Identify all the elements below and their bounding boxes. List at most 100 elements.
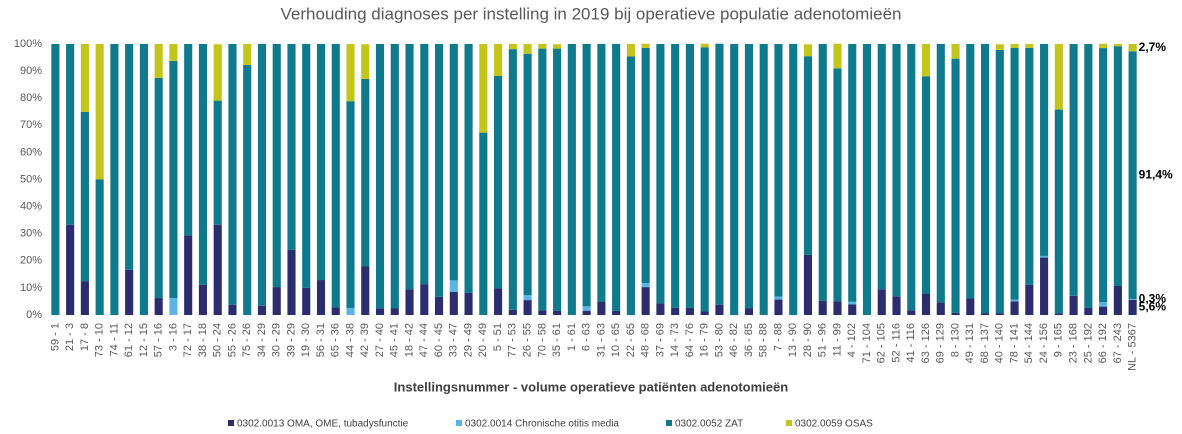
x-tick-label: 74 - 11 (108, 323, 120, 356)
bar-segment (671, 44, 680, 308)
bar-segment (494, 75, 503, 289)
legend-label: 0302.0013 OMA, OME, tubadysfunctie (237, 419, 409, 430)
bar-segment (641, 287, 650, 315)
bar-segment (936, 302, 945, 315)
legend-swatch (228, 420, 234, 426)
bar-segment (612, 310, 621, 315)
bar-segment (331, 44, 340, 308)
x-tick-label: 69 - 129 (935, 323, 947, 363)
bar-segment (523, 295, 532, 301)
y-tick-label: 20% (20, 255, 42, 267)
bar-segment (921, 76, 931, 294)
bar-segment (420, 284, 429, 315)
bar-segment (139, 44, 148, 315)
x-tick-label: 13 - 90 (787, 323, 799, 357)
bar-segment (685, 307, 694, 315)
bar-segment (553, 310, 562, 315)
bar-segment (302, 287, 311, 315)
legend-label: 0302.0014 Chronische otitis media (465, 419, 619, 430)
x-tick-label: 39 - 29 (285, 323, 297, 357)
x-tick-label: 56 - 31 (315, 323, 327, 357)
x-tick-label: 8 - 130 (949, 323, 961, 357)
bar-segment (434, 296, 444, 315)
bar-segment (538, 310, 547, 315)
bar-segment (257, 44, 267, 306)
x-tick-label: 5 - 51 (492, 323, 504, 351)
legend-swatch (786, 420, 792, 426)
x-tick-label: 54 - 144 (1023, 323, 1035, 363)
bar-segment (80, 111, 89, 282)
bar-segment (671, 307, 680, 315)
x-tick-label: 78 - 141 (1008, 323, 1020, 363)
bar-segment (921, 293, 931, 315)
bar-segment (1010, 301, 1019, 315)
bar-segment (921, 44, 931, 77)
x-tick-label: 67 - 243 (1112, 323, 1124, 363)
x-tick-label: 19 - 30 (300, 323, 312, 357)
x-tick-label: 16 - 79 (699, 323, 711, 357)
bar-segment (508, 44, 517, 50)
bar-segment (228, 44, 237, 305)
bar-segment (243, 64, 252, 315)
bar-segment (744, 44, 754, 309)
x-tick-label: 63 - 126 (920, 323, 932, 363)
x-tick-label: 62 - 105 (876, 323, 888, 363)
bar-segment (833, 68, 842, 302)
x-tick-label: 68 - 137 (979, 323, 991, 363)
x-tick-label: 20 - 49 (477, 323, 489, 357)
bar-segment (759, 44, 768, 315)
bar-segment (626, 44, 635, 57)
bar-segment (582, 306, 591, 311)
bar-segment (434, 44, 444, 297)
x-tick-label: 25 - 192 (1082, 323, 1094, 363)
bar-segment (597, 301, 606, 315)
bar-segment (715, 43, 724, 305)
bar-segment (1099, 48, 1108, 303)
x-tick-label: 10 - 65 (610, 323, 622, 357)
bar-segment (390, 308, 399, 315)
x-axis-title: Instellingsnummer - volume operatieve pa… (394, 379, 788, 394)
bar-segment (936, 44, 945, 303)
bar-segment (1010, 299, 1019, 302)
bar-segment (1113, 286, 1122, 315)
x-tick-label: 28 - 90 (802, 323, 814, 357)
x-tick-label: 30 - 29 (271, 323, 283, 357)
bar-segment (479, 132, 488, 315)
bar-segment (464, 292, 473, 315)
bar-segment (774, 299, 783, 315)
x-tick-label: 35 - 61 (551, 323, 563, 357)
bar-segment (612, 44, 621, 311)
bar-segment (66, 44, 75, 225)
bar-segment (508, 49, 517, 310)
bar-segment (154, 77, 163, 299)
x-tick-label: 65 - 36 (330, 323, 342, 357)
x-tick-label: 40 - 140 (994, 323, 1006, 363)
bar-segment (1054, 109, 1063, 314)
bar-segment (1084, 44, 1093, 308)
x-tick-label: 60 - 45 (433, 323, 445, 357)
bar-segment (862, 44, 872, 315)
y-tick-label: 10% (20, 282, 42, 294)
bar-segment (803, 56, 813, 255)
bar-segment (582, 310, 591, 315)
bar-segment (715, 304, 724, 315)
bar-segment (685, 44, 694, 308)
x-tick-label: 72 - 17 (182, 323, 194, 357)
y-tick-label: 60% (20, 146, 42, 158)
x-tick-label: 49 - 131 (964, 323, 976, 363)
bar-segment (641, 283, 650, 288)
x-tick-label: 36 - 85 (743, 323, 755, 357)
bar-segment (405, 44, 414, 290)
bar-segment (331, 307, 340, 315)
bar-segment (449, 291, 458, 315)
x-tick-label: 23 - 168 (1068, 323, 1080, 363)
bar-segment (803, 254, 813, 315)
x-tick-label: 59 - 1 (49, 323, 61, 351)
bar-segment (980, 313, 990, 315)
x-tick-label: 61 - 12 (123, 323, 135, 357)
bar-segment (1128, 299, 1137, 300)
bar-segment (538, 48, 547, 311)
y-tick-label: 80% (20, 92, 42, 104)
bar-segment (656, 303, 665, 315)
bar-segment (1025, 44, 1034, 48)
